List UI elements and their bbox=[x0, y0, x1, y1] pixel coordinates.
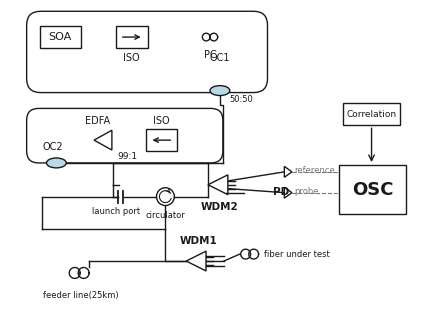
Text: circulator: circulator bbox=[146, 211, 185, 220]
Text: Correlation: Correlation bbox=[346, 110, 397, 119]
Bar bbox=[146, 129, 177, 151]
Text: 99:1: 99:1 bbox=[118, 152, 138, 161]
Bar bbox=[116, 26, 148, 48]
Bar bbox=[339, 165, 406, 215]
Text: reference: reference bbox=[294, 166, 335, 175]
Text: feeder line(25km): feeder line(25km) bbox=[43, 291, 119, 300]
Text: WDM1: WDM1 bbox=[179, 236, 217, 246]
Ellipse shape bbox=[46, 158, 66, 168]
Bar bbox=[343, 104, 400, 125]
Text: OC2: OC2 bbox=[42, 142, 63, 152]
Text: WDM2: WDM2 bbox=[201, 202, 239, 211]
Text: fiber under test: fiber under test bbox=[264, 250, 329, 259]
Ellipse shape bbox=[210, 86, 230, 95]
Text: OSC: OSC bbox=[352, 181, 393, 199]
Text: PC: PC bbox=[204, 50, 216, 60]
Text: OC1: OC1 bbox=[210, 53, 230, 63]
Text: PD: PD bbox=[273, 187, 290, 197]
Text: 50:50: 50:50 bbox=[230, 95, 253, 104]
Text: ISO: ISO bbox=[153, 116, 170, 126]
Text: SOA: SOA bbox=[49, 32, 72, 42]
Text: EDFA: EDFA bbox=[85, 116, 111, 126]
Bar bbox=[40, 26, 81, 48]
Text: ISO: ISO bbox=[123, 53, 140, 63]
Text: launch port: launch port bbox=[92, 207, 140, 216]
Text: probe: probe bbox=[294, 187, 319, 196]
